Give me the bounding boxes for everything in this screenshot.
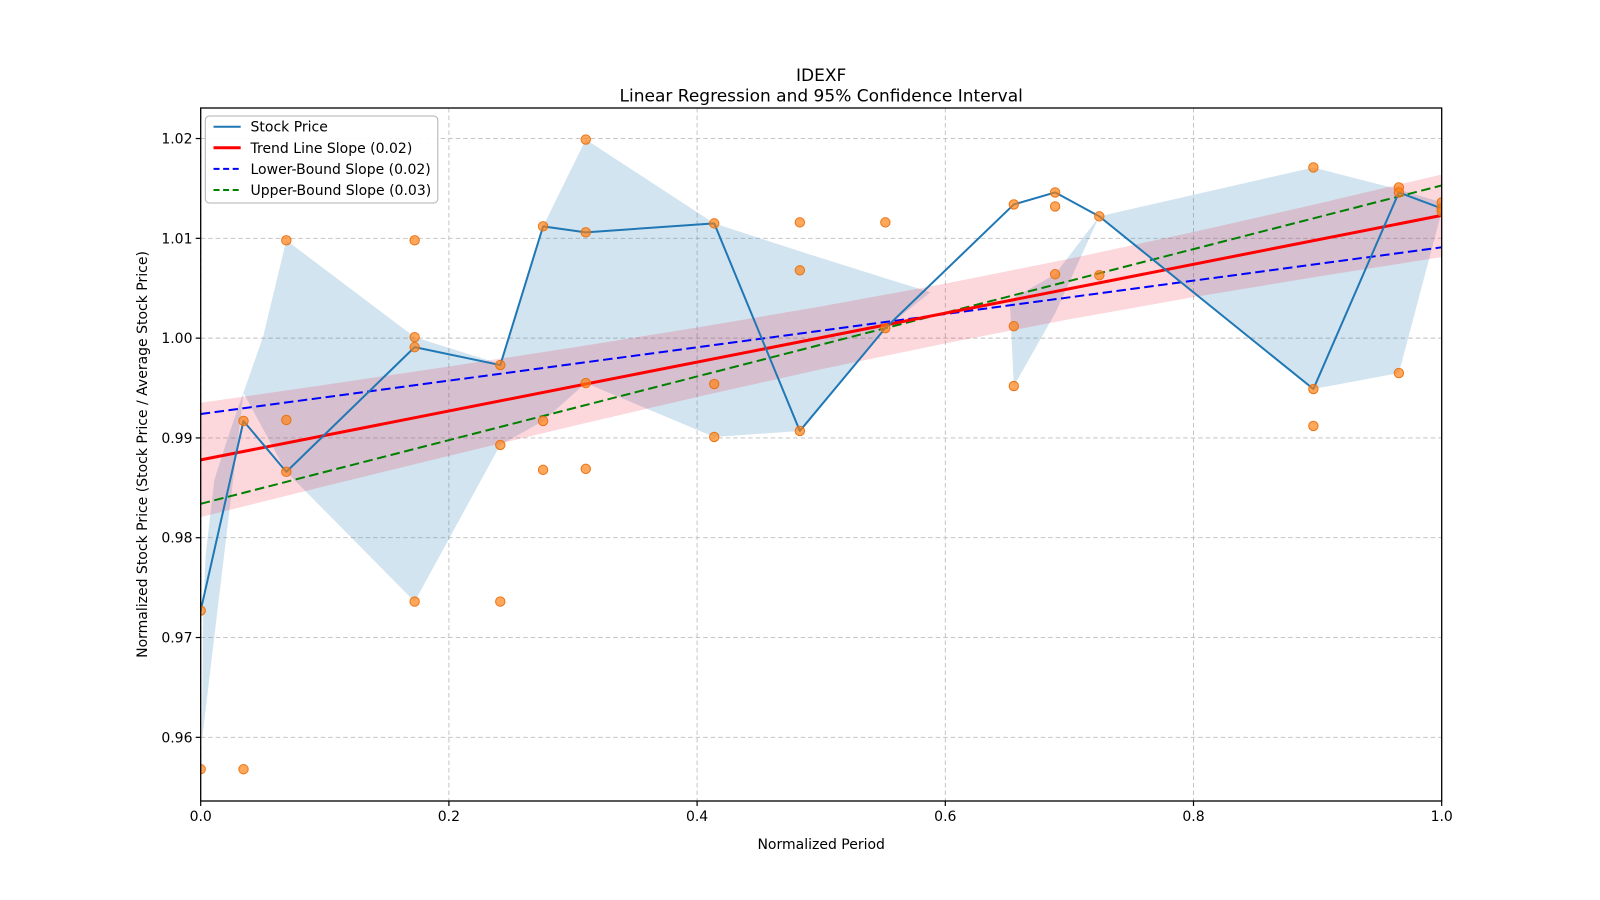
scatter-point xyxy=(1393,367,1405,379)
legend-label: Stock Price xyxy=(251,120,328,136)
scatter-point xyxy=(1008,199,1019,210)
scatter-point xyxy=(709,431,720,443)
x-tick-label: 0.0 xyxy=(190,809,212,825)
scatter-point xyxy=(1308,383,1319,395)
scatter-point xyxy=(580,227,591,238)
scatter-point xyxy=(537,221,549,232)
stock-price-line xyxy=(200,191,1442,612)
scatter-point xyxy=(409,341,420,353)
chart-title: IDEXF xyxy=(796,66,846,86)
scatter-point xyxy=(1049,269,1061,280)
x-tick-label: 0.8 xyxy=(1182,809,1204,825)
y-tick-label: 0.98 xyxy=(161,531,192,547)
legend-box xyxy=(204,115,439,204)
x-tick-label: 0.4 xyxy=(686,809,708,825)
scatter-point xyxy=(495,596,506,607)
plot-area xyxy=(200,134,1442,775)
scatter-point xyxy=(537,464,549,476)
x-tick-label: 0.6 xyxy=(934,809,956,825)
price-range-band xyxy=(1009,216,1100,387)
scatter-point xyxy=(1049,201,1061,212)
scatter-point xyxy=(1008,320,1019,332)
scatter-point xyxy=(1094,211,1105,222)
scatter-point xyxy=(1008,380,1019,392)
x-tick-label: 1.0 xyxy=(1431,809,1453,825)
y-tick-label: 0.97 xyxy=(161,631,192,647)
y-tick-label: 0.99 xyxy=(161,431,192,447)
scatter-point xyxy=(580,377,591,389)
scatter-point xyxy=(409,596,420,607)
scatter-point xyxy=(238,415,249,427)
y-axis-label: Normalized Stock Price (Stock Price / Av… xyxy=(135,251,151,658)
scatter-point xyxy=(1049,187,1061,198)
price-range-band xyxy=(201,139,931,741)
lower-bound-line xyxy=(200,246,1442,415)
scatter-point xyxy=(794,265,806,276)
scatter-point xyxy=(281,466,292,478)
y-tick-label: 1.01 xyxy=(161,231,192,247)
scatter-point xyxy=(537,415,549,427)
scatter-point xyxy=(880,322,891,334)
trend-line xyxy=(200,213,1442,462)
scatter-point xyxy=(709,218,720,229)
scatter-point xyxy=(495,439,506,451)
scatter-point xyxy=(281,414,292,426)
legend-label: Trend Line Slope (0.02) xyxy=(250,141,413,157)
upper-bound-line xyxy=(200,184,1442,505)
scatter-point xyxy=(580,463,591,475)
axes-spines xyxy=(200,107,1443,802)
scatter-point xyxy=(281,235,292,246)
scatter-point xyxy=(495,359,506,371)
scatter-point xyxy=(1308,162,1319,173)
x-axis-label: Normalized Period xyxy=(757,837,885,853)
scatter-point xyxy=(409,235,420,246)
y-tick-label: 1.02 xyxy=(161,132,192,148)
scatter-point xyxy=(1094,270,1105,281)
legend-label: Lower-Bound Slope (0.02) xyxy=(251,162,431,178)
y-tick-label: 1.00 xyxy=(161,331,192,347)
scatter-point xyxy=(794,425,806,437)
scatter-point xyxy=(1436,206,1442,217)
scatter-point xyxy=(709,378,720,390)
confidence-band xyxy=(200,174,1442,518)
legend: Stock Price Trend Line Slope (0.02) Lower-… xyxy=(204,115,439,204)
x-tick-label: 0.2 xyxy=(438,809,460,825)
chart-subtitle: Linear Regression and 95% Confidence Int… xyxy=(620,87,1023,107)
scatter-point xyxy=(880,217,891,228)
scatter-point xyxy=(238,764,249,775)
ticks xyxy=(195,137,1443,806)
price-range-band xyxy=(1099,167,1442,390)
scatter-point xyxy=(409,331,420,343)
y-tick-label: 0.96 xyxy=(161,730,192,746)
scatter-point xyxy=(1308,420,1319,432)
scatter-point xyxy=(794,217,806,228)
scatter-point xyxy=(580,134,591,145)
legend-label: Upper-Bound Slope (0.03) xyxy=(251,183,432,199)
scatter-point xyxy=(1393,187,1405,198)
